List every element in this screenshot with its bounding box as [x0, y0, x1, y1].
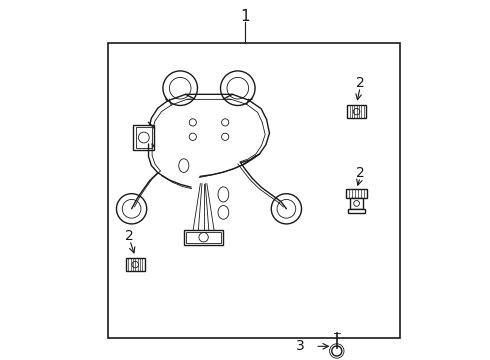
Bar [126, 258, 145, 271]
Bar [350, 198, 364, 209]
Text: 1: 1 [240, 9, 250, 24]
Bar [108, 43, 400, 338]
Bar [347, 105, 366, 118]
Bar [136, 127, 152, 148]
Bar [346, 189, 367, 198]
Text: 2: 2 [356, 76, 365, 90]
Bar [348, 209, 365, 213]
Text: 3: 3 [295, 339, 304, 353]
Text: 2: 2 [125, 229, 134, 243]
Bar [133, 125, 154, 150]
Text: 2: 2 [356, 166, 365, 180]
Bar [184, 230, 223, 245]
Bar [186, 232, 221, 243]
